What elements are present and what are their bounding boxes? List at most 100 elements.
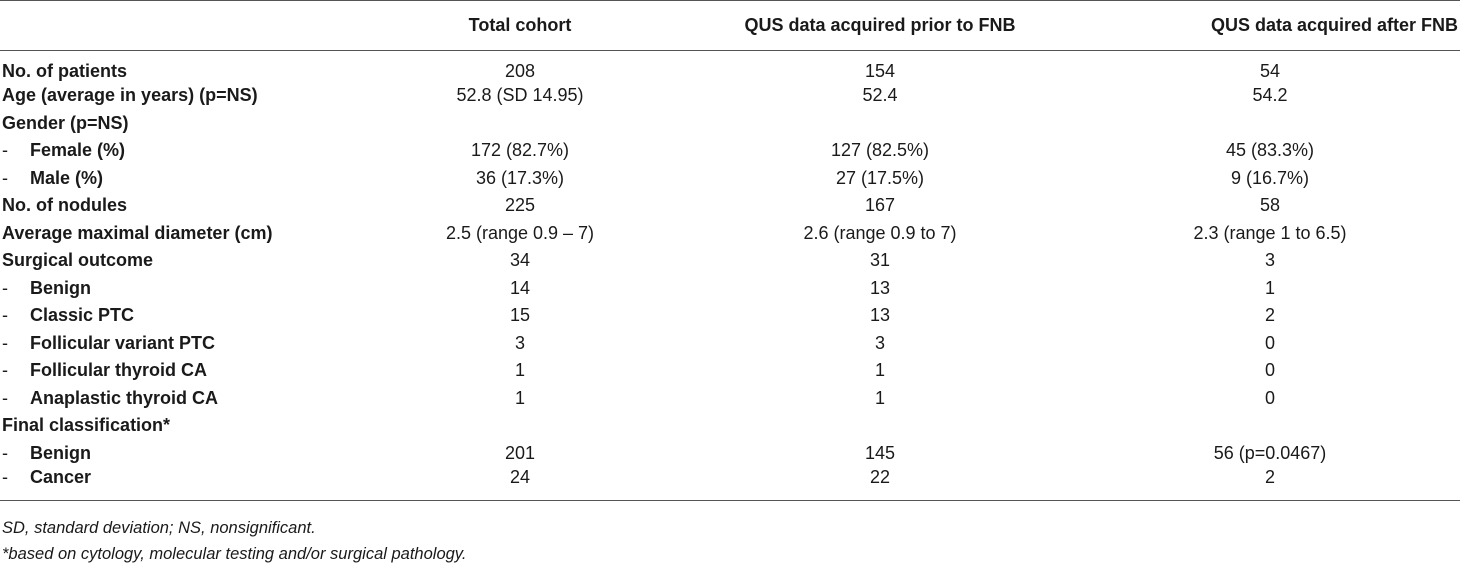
table-row: Final classification* [0,412,1460,440]
row-sublabel: - Follicular variant PTC [0,330,360,358]
cell-total-cohort: 1 [514,360,525,381]
table-row: - Follicular thyroid CA 1 1 0 [0,357,1460,385]
cell-after-fnb [1080,412,1460,440]
table-row: - Female (%) 172 (82.7%) 127 (82.5%) 45 (83.… [0,137,1460,165]
row-sublabel: - Female (%) [0,137,360,165]
table-row: - Follicular variant PTC 3 3 0 [0,330,1460,358]
cell-total-cohort: 172 (82.7%) [470,140,570,161]
cell-after-fnb: 58 [1259,195,1281,216]
cell-after-fnb: 54.2 [1252,85,1288,106]
sub-item-dash: - [2,387,8,408]
cell-prior-fnb [680,412,1080,440]
sub-item-dash: - [2,360,8,381]
table-row: - Male (%) 36 (17.3%) 27 (17.5%) 9 (16.7%) [0,165,1460,193]
row-label: Age (average in years) (p=NS) [0,82,360,110]
cell-total-cohort: 208 [504,61,536,81]
cell-prior-fnb: 22 [680,467,1080,501]
table-row: Age (average in years) (p=NS) 52.8 (SD 14… [0,82,1460,110]
cell-after-fnb: 3 [1264,250,1275,271]
sub-item-dash: - [2,467,8,487]
row-sublabel: - Follicular thyroid CA [0,357,360,385]
row-sublabel: - Benign [0,440,360,468]
cell-total-cohort: 34 [509,250,531,271]
cell-prior-fnb: 52.4 [862,85,898,106]
cell-prior-fnb: 27 (17.5%) [835,167,925,188]
table-row: - Benign 201 145 56 (p=0.0467) [0,440,1460,468]
row-label-text: Follicular thyroid CA [30,360,208,381]
row-label-text: Gender (p=NS) [2,112,129,133]
cell-prior-fnb: 167 [864,195,896,216]
cell-prior-fnb: 154 [864,61,896,81]
sub-item-dash: - [2,167,8,188]
row-label-text: Benign [30,442,91,463]
header-row: Total cohort QUS data acquired prior to … [0,0,1460,51]
row-sublabel: - Anaplastic thyroid CA [0,385,360,413]
header-prior-fnb: QUS data acquired prior to FNB [680,0,1080,51]
cell-total-cohort: 201 [504,442,536,463]
sub-item-dash: - [2,277,8,298]
cell-after-fnb: 2.3 (range 1 to 6.5) [1193,222,1347,243]
row-label-text: Surgical outcome [2,250,154,271]
row-sublabel: - Cancer [0,467,360,501]
row-label: No. of patients [0,51,360,83]
sub-item-dash: - [2,305,8,326]
row-label-text: Anaplastic thyroid CA [30,387,219,408]
table-row: - Cancer 24 22 2 [0,467,1460,501]
row-label: No. of nodules [0,192,360,220]
cell-total-cohort: 14 [509,277,531,298]
cell-total-cohort: 225 [504,195,536,216]
cell-prior-fnb: 127 (82.5%) [830,140,930,161]
table-row: - Benign 14 13 1 [0,275,1460,303]
row-label: Final classification* [0,412,360,440]
cell-prior-fnb: 145 [864,442,896,463]
footnote-abbreviations: SD, standard deviation; NS, nonsignifica… [2,519,316,537]
cell-after-fnb: 2 [1080,467,1460,501]
table-row: Surgical outcome 34 31 3 [0,247,1460,275]
table-header: Total cohort QUS data acquired prior to … [0,0,1460,51]
cell-prior-fnb: 1 [874,387,885,408]
cell-prior-fnb: 1 [874,360,885,381]
row-label-text: Female (%) [30,140,126,161]
row-label: Surgical outcome [0,247,360,275]
cell-total-cohort: 2.5 (range 0.9 – 7) [445,222,595,243]
table-row: - Anaplastic thyroid CA 1 1 0 [0,385,1460,413]
table-row: No. of patients 208 154 54 [0,51,1460,83]
table-body: No. of patients 208 154 54 Age (average in y… [0,51,1460,501]
row-sublabel: - Male (%) [0,165,360,193]
row-label-text: Cancer [30,467,92,487]
row-label-text: Final classification* [2,415,171,436]
table-footnotes: SD, standard deviation; NS, nonsignifica… [2,515,466,567]
cell-total-cohort [360,412,680,440]
cell-after-fnb: 45 (83.3%) [1225,140,1315,161]
row-label-text: Average maximal diameter (cm) [2,222,273,243]
row-label-text: Classic PTC [30,305,135,326]
cell-total-cohort [360,110,680,138]
table-row: Average maximal diameter (cm) 2.5 (range … [0,220,1460,248]
cell-after-fnb: 54 [1259,61,1281,81]
row-label-text: Male (%) [30,167,104,188]
cell-prior-fnb: 3 [874,332,885,353]
cell-total-cohort: 52.8 (SD 14.95) [456,85,584,106]
cell-total-cohort: 1 [514,387,525,408]
cell-prior-fnb: 13 [869,277,891,298]
row-label-text: No. of nodules [2,195,127,216]
cell-after-fnb: 1 [1264,277,1275,298]
sub-item-dash: - [2,442,8,463]
row-label-text: Follicular variant PTC [30,332,216,353]
cell-after-fnb: 2 [1264,305,1275,326]
row-label: Average maximal diameter (cm) [0,220,360,248]
row-sublabel: - Classic PTC [0,302,360,330]
sub-item-dash: - [2,332,8,353]
row-sublabel: - Benign [0,275,360,303]
cohort-characteristics-table: Total cohort QUS data acquired prior to … [0,0,1460,501]
header-total-cohort: Total cohort [360,0,680,51]
cell-after-fnb [1080,110,1460,138]
header-label-column [0,0,360,51]
cell-after-fnb: 9 (16.7%) [1230,167,1310,188]
cell-prior-fnb [680,110,1080,138]
cell-after-fnb: 56 (p=0.0467) [1213,442,1327,463]
cell-prior-fnb: 31 [869,250,891,271]
cell-total-cohort: 3 [514,332,525,353]
cohort-table-container: Total cohort QUS data acquired prior to … [0,0,1460,501]
cell-total-cohort: 15 [509,305,531,326]
